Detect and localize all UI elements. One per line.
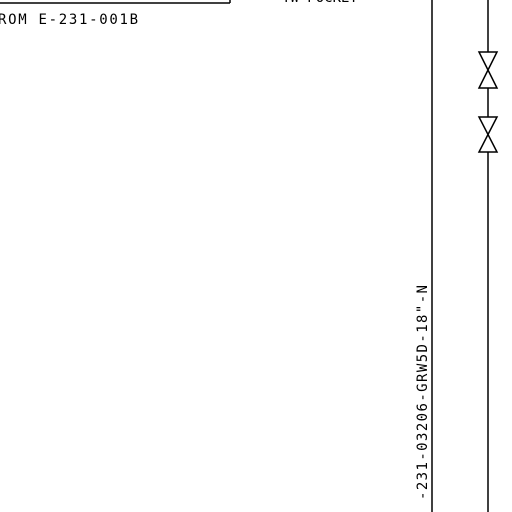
pocket-label: TW POCKET <box>282 0 358 6</box>
gate-valve <box>477 51 499 89</box>
gate-valve <box>477 116 499 153</box>
from-reference: ROM E-231-001B <box>0 12 138 28</box>
line-number: -231-03206-GRW5D-18"-N <box>415 285 431 500</box>
